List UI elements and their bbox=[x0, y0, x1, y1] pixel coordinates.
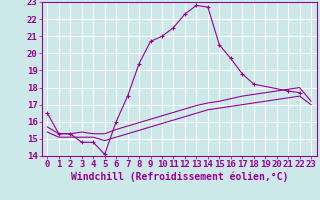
X-axis label: Windchill (Refroidissement éolien,°C): Windchill (Refroidissement éolien,°C) bbox=[70, 172, 288, 182]
